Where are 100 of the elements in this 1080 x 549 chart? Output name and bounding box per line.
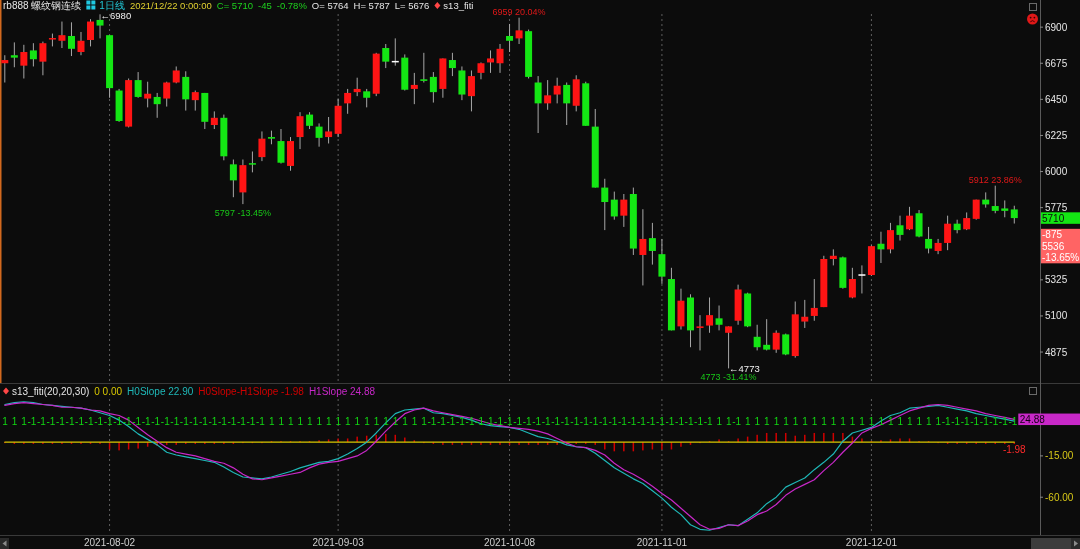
data-label: -1 — [608, 415, 618, 427]
annotation: 6959 20.04% — [492, 6, 546, 17]
text: -875 5536 -13.65% — [1042, 229, 1080, 264]
data-label: -1 — [646, 415, 656, 427]
data-label: 1 — [421, 415, 428, 427]
data-label: -1 — [941, 415, 952, 427]
data-label: -1 — [732, 415, 742, 427]
data-label: -1 — [103, 415, 113, 427]
data-label: -1 — [236, 415, 247, 427]
x-tick-label: 2021-12-01 — [845, 537, 898, 548]
text: O= 5764 — [311, 0, 349, 11]
y-tick-label: 5325 — [1045, 274, 1068, 286]
data-label: 1 — [859, 415, 866, 427]
data-label: -1 — [65, 415, 75, 427]
data-label: -1 — [989, 415, 999, 427]
data-label: 1 — [764, 415, 771, 427]
x-tick-label: 2021-09-03 — [312, 537, 365, 548]
data-label: -1 — [541, 415, 552, 427]
data-label: 1 — [811, 415, 818, 427]
y-tick-label: -60.00 — [1045, 491, 1074, 503]
y-tick-label: 6900 — [1045, 21, 1068, 33]
data-label: 1 — [268, 415, 275, 427]
data-label: 1 — [21, 415, 28, 427]
data-label: -1 — [160, 415, 171, 427]
data-label: -1 — [522, 415, 533, 427]
data-label: 1 — [287, 415, 294, 427]
data-label: 1 — [792, 415, 799, 427]
y-tick-label: -15.00 — [1045, 450, 1074, 462]
y-tick-label: 6450 — [1045, 93, 1068, 105]
data-label: -1 — [94, 415, 104, 427]
data-label: -1 — [113, 415, 123, 427]
data-label: 1 — [326, 415, 333, 427]
text: 0 0.00 — [94, 385, 123, 397]
y-tick-label: 6000 — [1045, 166, 1068, 178]
data-label: -1 — [151, 415, 161, 427]
data-label: -1 — [684, 415, 694, 427]
data-label: -1 — [998, 415, 1009, 427]
data-label: -1 — [675, 415, 685, 427]
data-label: 1 — [849, 415, 856, 427]
annotation: ←4773 — [729, 362, 760, 374]
text: H1Slope 24.88 — [308, 385, 376, 397]
data-label: -1 — [256, 415, 266, 427]
data-label: 1 — [345, 415, 352, 427]
chart-subtitle: 1日线 — [99, 0, 125, 11]
data-label: -1 — [208, 415, 218, 427]
data-label: -1 — [446, 415, 456, 427]
data-label: -1 — [551, 415, 561, 427]
data-label: -1.98 — [1002, 444, 1027, 456]
annotation: 5912 23.86% — [968, 174, 1022, 185]
data-label: -1 — [170, 415, 180, 427]
data-label: -1 — [513, 415, 523, 427]
text: -45 — [258, 0, 272, 11]
data-label: 1 — [306, 415, 313, 427]
annotation: 4773 -31.41% — [700, 371, 757, 382]
data-label: 1 — [926, 415, 933, 427]
data-label: -1 — [75, 415, 85, 427]
text: H0Slope-H1Slope -1.98 — [198, 385, 305, 397]
data-label: 1 — [840, 415, 847, 427]
data-label: -1 — [494, 415, 504, 427]
data-label: -1 — [56, 415, 66, 427]
chart-title: s13_fiti(20,20,30) — [12, 385, 90, 397]
data-label: 24.88 — [1019, 413, 1046, 425]
data-label: -1 — [503, 415, 513, 427]
data-label: 1 — [297, 415, 304, 427]
data-label: -1 — [427, 415, 437, 427]
data-label: -1 — [970, 415, 980, 427]
data-label: -1 — [636, 415, 647, 427]
data-label: -1 — [694, 415, 704, 427]
data-label: 1 — [745, 415, 752, 427]
data-label: -1 — [141, 415, 152, 427]
data-label: -1 — [665, 415, 675, 427]
data-label: 1 — [373, 415, 380, 427]
chart-title: rb888 螺纹钢连续 — [3, 0, 82, 11]
data-label: -1 — [436, 415, 447, 427]
text: s13_fiti — [443, 0, 474, 11]
text: H0Slope 22.90 — [127, 385, 194, 397]
x-tick-label: 2021-11-01 — [636, 537, 688, 548]
data-label: 1 — [802, 415, 809, 427]
data-label: -1 — [179, 415, 190, 427]
data-label: 1 — [754, 415, 761, 427]
text: 5710 — [1042, 212, 1065, 224]
data-label: -1 — [560, 415, 571, 427]
y-tick-label: 5775 — [1045, 202, 1068, 214]
y-tick-label: 4875 — [1045, 346, 1068, 358]
data-label: -1 — [27, 415, 37, 427]
data-label: 1 — [935, 415, 942, 427]
data-label: 1 — [726, 415, 733, 427]
data-label: 1 — [906, 415, 913, 427]
data-label: -1 — [598, 415, 609, 427]
y-tick-label: 6225 — [1045, 129, 1068, 141]
data-label: 1 — [335, 415, 342, 427]
data-label: -1 — [217, 415, 228, 427]
data-label: 1 — [402, 415, 409, 427]
data-label: 1 — [887, 415, 894, 427]
annotation: ←6980 — [100, 9, 132, 21]
data-label: 1 — [716, 415, 723, 427]
y-tick-label: 5100 — [1045, 310, 1068, 322]
text: 2021/12/22 0:00:00 — [129, 0, 212, 11]
text: C= 5710 — [216, 0, 253, 11]
data-label: -1 — [532, 415, 542, 427]
